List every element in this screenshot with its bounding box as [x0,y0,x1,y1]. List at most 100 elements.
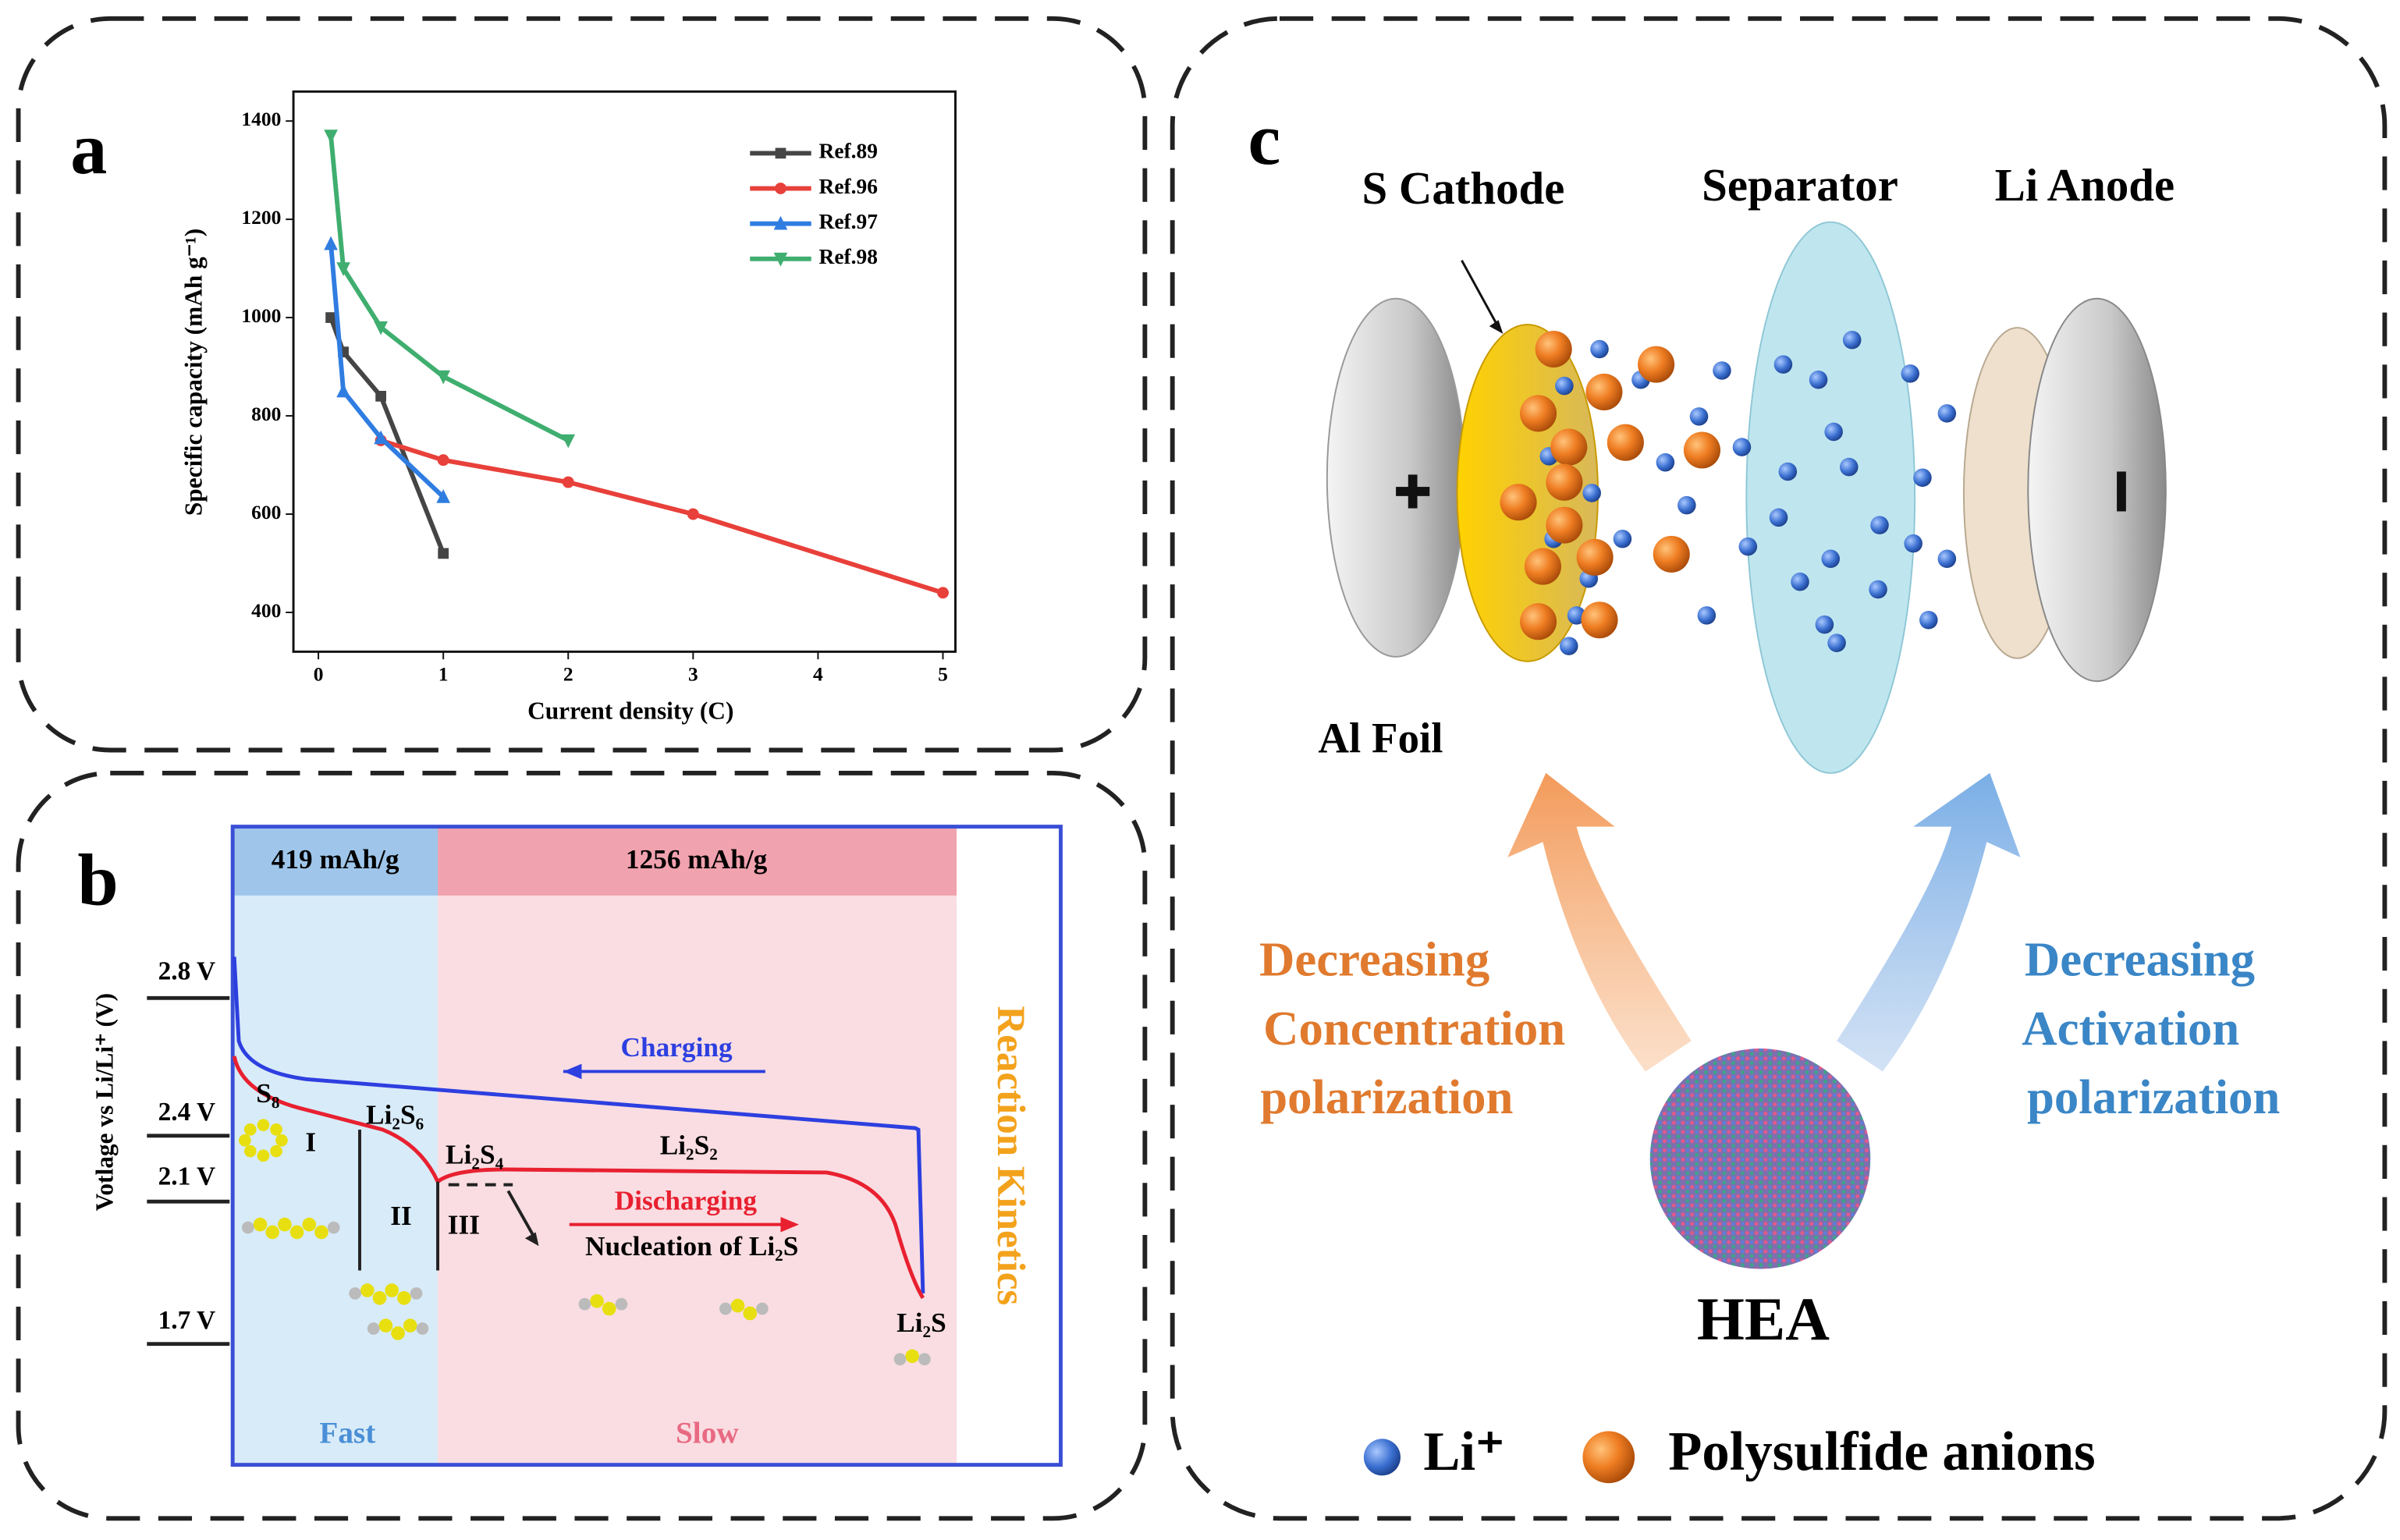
atom [397,1290,411,1305]
atom [416,1322,429,1335]
li-ion [1840,457,1859,477]
atom [253,1217,268,1232]
atom [719,1302,732,1315]
marker [775,147,786,159]
panel-c: c S Cathode Separator Li Anode Al Foil D… [1248,99,2280,1484]
left-text: Concentration [1263,1001,1565,1056]
marker [773,215,788,230]
marker [773,252,788,267]
li-ion [1791,572,1809,591]
marker [561,434,576,449]
li-ion [1656,452,1675,472]
li-ion [1738,537,1758,556]
stage-label: III [448,1210,480,1240]
discharging-label: Discharging [615,1185,758,1215]
x-tick-label: 5 [938,663,948,686]
capacity-bar [438,826,957,896]
al-foil [1326,297,1466,658]
li-ion [1582,484,1601,502]
panel-frame [16,770,1148,1521]
atom [893,1353,907,1366]
marker [375,390,386,402]
panel-b: b 419 mAh/g 1256 mAh/g 2.8 V 2.4 V 2.1 V… [77,825,1063,1467]
voltage-label: 2.1 V [158,1162,215,1190]
atom [602,1301,616,1316]
x-axis-label: Current density (C) [527,697,733,725]
stage-label: I [305,1127,316,1158]
marker [324,236,338,250]
marker [324,130,338,144]
atom [385,1283,399,1297]
species-label: Li₂S₆ [366,1099,424,1130]
right-text: Decreasing [2025,932,2255,987]
atom [578,1297,591,1311]
li-ion [1613,530,1632,548]
li-ion [1678,495,1696,515]
atom [327,1221,340,1234]
atom [918,1353,931,1366]
li-anode [2027,297,2167,683]
li-ion [1778,462,1798,481]
kinetics-label: Reaction Kinetics [989,1006,1032,1305]
x-tick-label: 0 [314,663,324,686]
separator [1745,221,1916,774]
atom [743,1306,758,1321]
li-ion [1560,637,1578,655]
plot-frame [230,825,1063,1467]
polysulfide [1520,603,1557,640]
polysulfide [1638,346,1675,383]
atom [349,1287,361,1300]
atom [270,1144,282,1158]
marker [937,587,949,599]
atom [360,1283,375,1297]
atom [372,1290,387,1305]
series-line [328,243,446,499]
atom [257,1119,270,1131]
polysulfide [1581,601,1618,639]
legend-marker [1582,1431,1635,1484]
particles [1500,330,1957,655]
species-label: Li₂S [896,1308,946,1338]
atom [378,1318,393,1332]
li-ion [1827,633,1846,652]
marker [775,183,786,194]
atom [403,1318,417,1332]
voltage-label: 2.8 V [158,957,215,986]
charging-label: Charging [621,1032,733,1063]
legend-marker [1363,1439,1401,1476]
y-tick-label: 1200 [241,206,281,229]
panel-frame [1170,16,2388,1521]
li-ion [1913,468,1932,488]
nucleation-label: Nucleation of Li₂S [585,1231,798,1261]
legend-label: Li⁺ [1423,1421,1504,1482]
polysulfide [1653,535,1690,573]
polysulfide [1585,373,1623,410]
marker [437,454,449,467]
series-line [328,135,570,443]
capacity-label: 1256 mAh/g [626,844,768,875]
slow-label: Slow [676,1416,739,1450]
component-label: Li Anode [1995,160,2175,211]
li-ion [1809,370,1828,389]
species-label: Li₂S₂ [660,1130,718,1161]
atom [410,1287,423,1300]
y-tick-label: 600 [251,501,281,523]
species-label: S₈ [256,1078,279,1109]
atom [730,1298,745,1313]
x-tick-label: 3 [688,663,698,686]
panel-label: c [1248,99,1280,180]
li-ion [1870,516,1889,534]
x-tick-label: 1 [438,663,449,686]
atom [257,1149,270,1162]
li-ion [1815,615,1834,634]
atom [278,1217,292,1232]
arrow [1837,772,2021,1072]
atom [314,1225,328,1240]
polysulfide [1550,428,1588,466]
right-text: polarization [2027,1070,2280,1124]
atom [391,1326,405,1340]
atom [275,1134,288,1147]
marker [562,476,574,488]
arrow [1507,772,1692,1072]
